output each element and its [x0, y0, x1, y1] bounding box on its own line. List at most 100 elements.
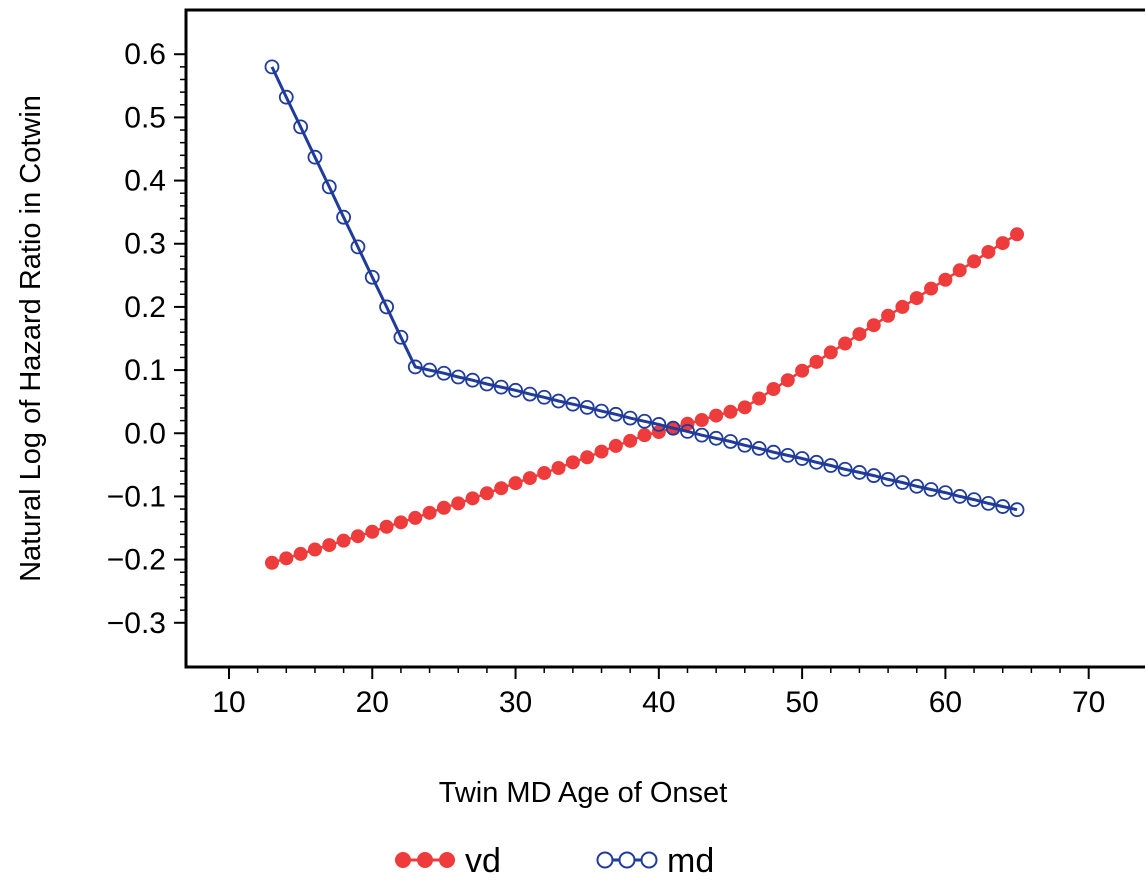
data-point-vd [293, 546, 308, 561]
data-point-md [465, 372, 480, 388]
data-point-vd [1010, 227, 1025, 242]
legend-marker-vd [439, 852, 455, 868]
data-point-vd [508, 476, 523, 491]
legend-marker-md [596, 851, 614, 869]
data-point-md [307, 149, 323, 165]
data-point-md [293, 119, 309, 135]
y-tick-label: 0.1 [124, 354, 166, 387]
data-point-vd [723, 404, 738, 419]
legend-marker-md [640, 851, 658, 869]
data-point-md [737, 437, 753, 453]
data-point-vd [336, 533, 351, 548]
data-point-vd [307, 542, 322, 557]
data-point-vd [981, 244, 996, 259]
data-point-vd [479, 486, 494, 501]
y-tick-label: 0.4 [124, 165, 166, 198]
data-point-md [880, 471, 896, 487]
data-point-vd [608, 438, 623, 453]
legend-marker-md [618, 851, 636, 869]
y-tick-label: 0.2 [124, 291, 166, 324]
data-point-md [952, 489, 968, 504]
data-point-vd [780, 373, 795, 388]
data-point-vd [694, 412, 709, 427]
data-point-vd [494, 481, 509, 496]
data-point-md [551, 393, 566, 409]
x-tick-label: 10 [212, 686, 245, 719]
data-point-vd [365, 524, 380, 539]
data-point-vd [379, 519, 394, 534]
series-line-vd [271, 233, 1018, 564]
data-point-vd [580, 450, 595, 465]
y-tick-label: 0.0 [124, 417, 166, 450]
data-point-md [823, 458, 839, 473]
data-point-md [536, 389, 552, 405]
data-point-vd [522, 471, 537, 486]
data-point-vd [909, 291, 924, 306]
x-tick-label: 20 [356, 686, 389, 719]
data-point-md [852, 465, 867, 480]
data-point-md [1009, 502, 1025, 518]
y-tick-label: −0.2 [107, 544, 166, 577]
chart-marks [264, 59, 1025, 570]
x-axis-label: Twin MD Age of Onset [439, 777, 728, 809]
data-point-vd [709, 408, 724, 423]
data-point-md [680, 423, 695, 439]
y-tick-label: −0.1 [107, 480, 166, 513]
data-point-md [766, 444, 781, 460]
data-point-md [364, 269, 380, 285]
data-point-vd [838, 336, 853, 351]
plot-frame [184, 8, 1145, 669]
data-point-vd [565, 455, 580, 470]
legend-marker-vd [417, 852, 433, 868]
x-tick-label: 50 [785, 686, 818, 719]
data-point-vd [623, 433, 638, 448]
data-point-md [493, 379, 509, 395]
data-point-vd [809, 354, 824, 369]
data-point-vd [637, 428, 652, 443]
data-point-md [622, 410, 638, 426]
data-point-vd [881, 308, 896, 323]
data-point-vd [279, 551, 294, 566]
data-point-md [909, 478, 925, 494]
data-point-md [594, 403, 609, 419]
y-tick-label: 0.3 [124, 228, 166, 261]
data-point-md [393, 329, 409, 345]
y-tick-label: 0.6 [124, 38, 166, 71]
data-point-md [637, 413, 652, 429]
data-point-md [694, 427, 710, 443]
data-point-md [407, 359, 423, 375]
data-point-vd [924, 281, 939, 296]
x-tick-label: 40 [642, 686, 675, 719]
legend-item-md: md [596, 842, 714, 880]
data-point-vd [852, 327, 867, 342]
x-tick-label: 60 [929, 686, 962, 719]
data-point-md [923, 482, 939, 497]
data-point-vd [422, 505, 437, 520]
data-point-md [966, 492, 982, 507]
data-point-vd [350, 529, 365, 544]
data-point-md [608, 406, 624, 422]
data-point-md [350, 239, 366, 255]
data-point-md [980, 495, 996, 511]
data-point-vd [594, 444, 609, 459]
data-point-md [450, 369, 466, 385]
legend-marker-vd [395, 852, 411, 868]
data-point-md [508, 382, 523, 398]
data-point-md [723, 434, 738, 449]
data-point-md [379, 299, 394, 315]
series-vd [264, 227, 1025, 570]
data-point-md [780, 447, 796, 463]
chart-axes: −0.3 −0.2 −0.1 0.0 0.1 0.2 0.3 0.4 0.5 0.6 10 20 30 4… [15, 8, 1145, 809]
y-tick-label: −0.3 [107, 607, 166, 640]
legend-label-vd: vd [465, 842, 501, 880]
series-md [264, 59, 1025, 518]
data-point-md [422, 362, 437, 378]
data-point-md [479, 376, 495, 392]
data-point-md [866, 468, 882, 483]
data-point-md [579, 399, 595, 415]
data-point-md [336, 209, 352, 225]
data-point-vd [995, 236, 1010, 251]
data-point-vd [938, 272, 953, 287]
data-point-md [938, 485, 953, 501]
